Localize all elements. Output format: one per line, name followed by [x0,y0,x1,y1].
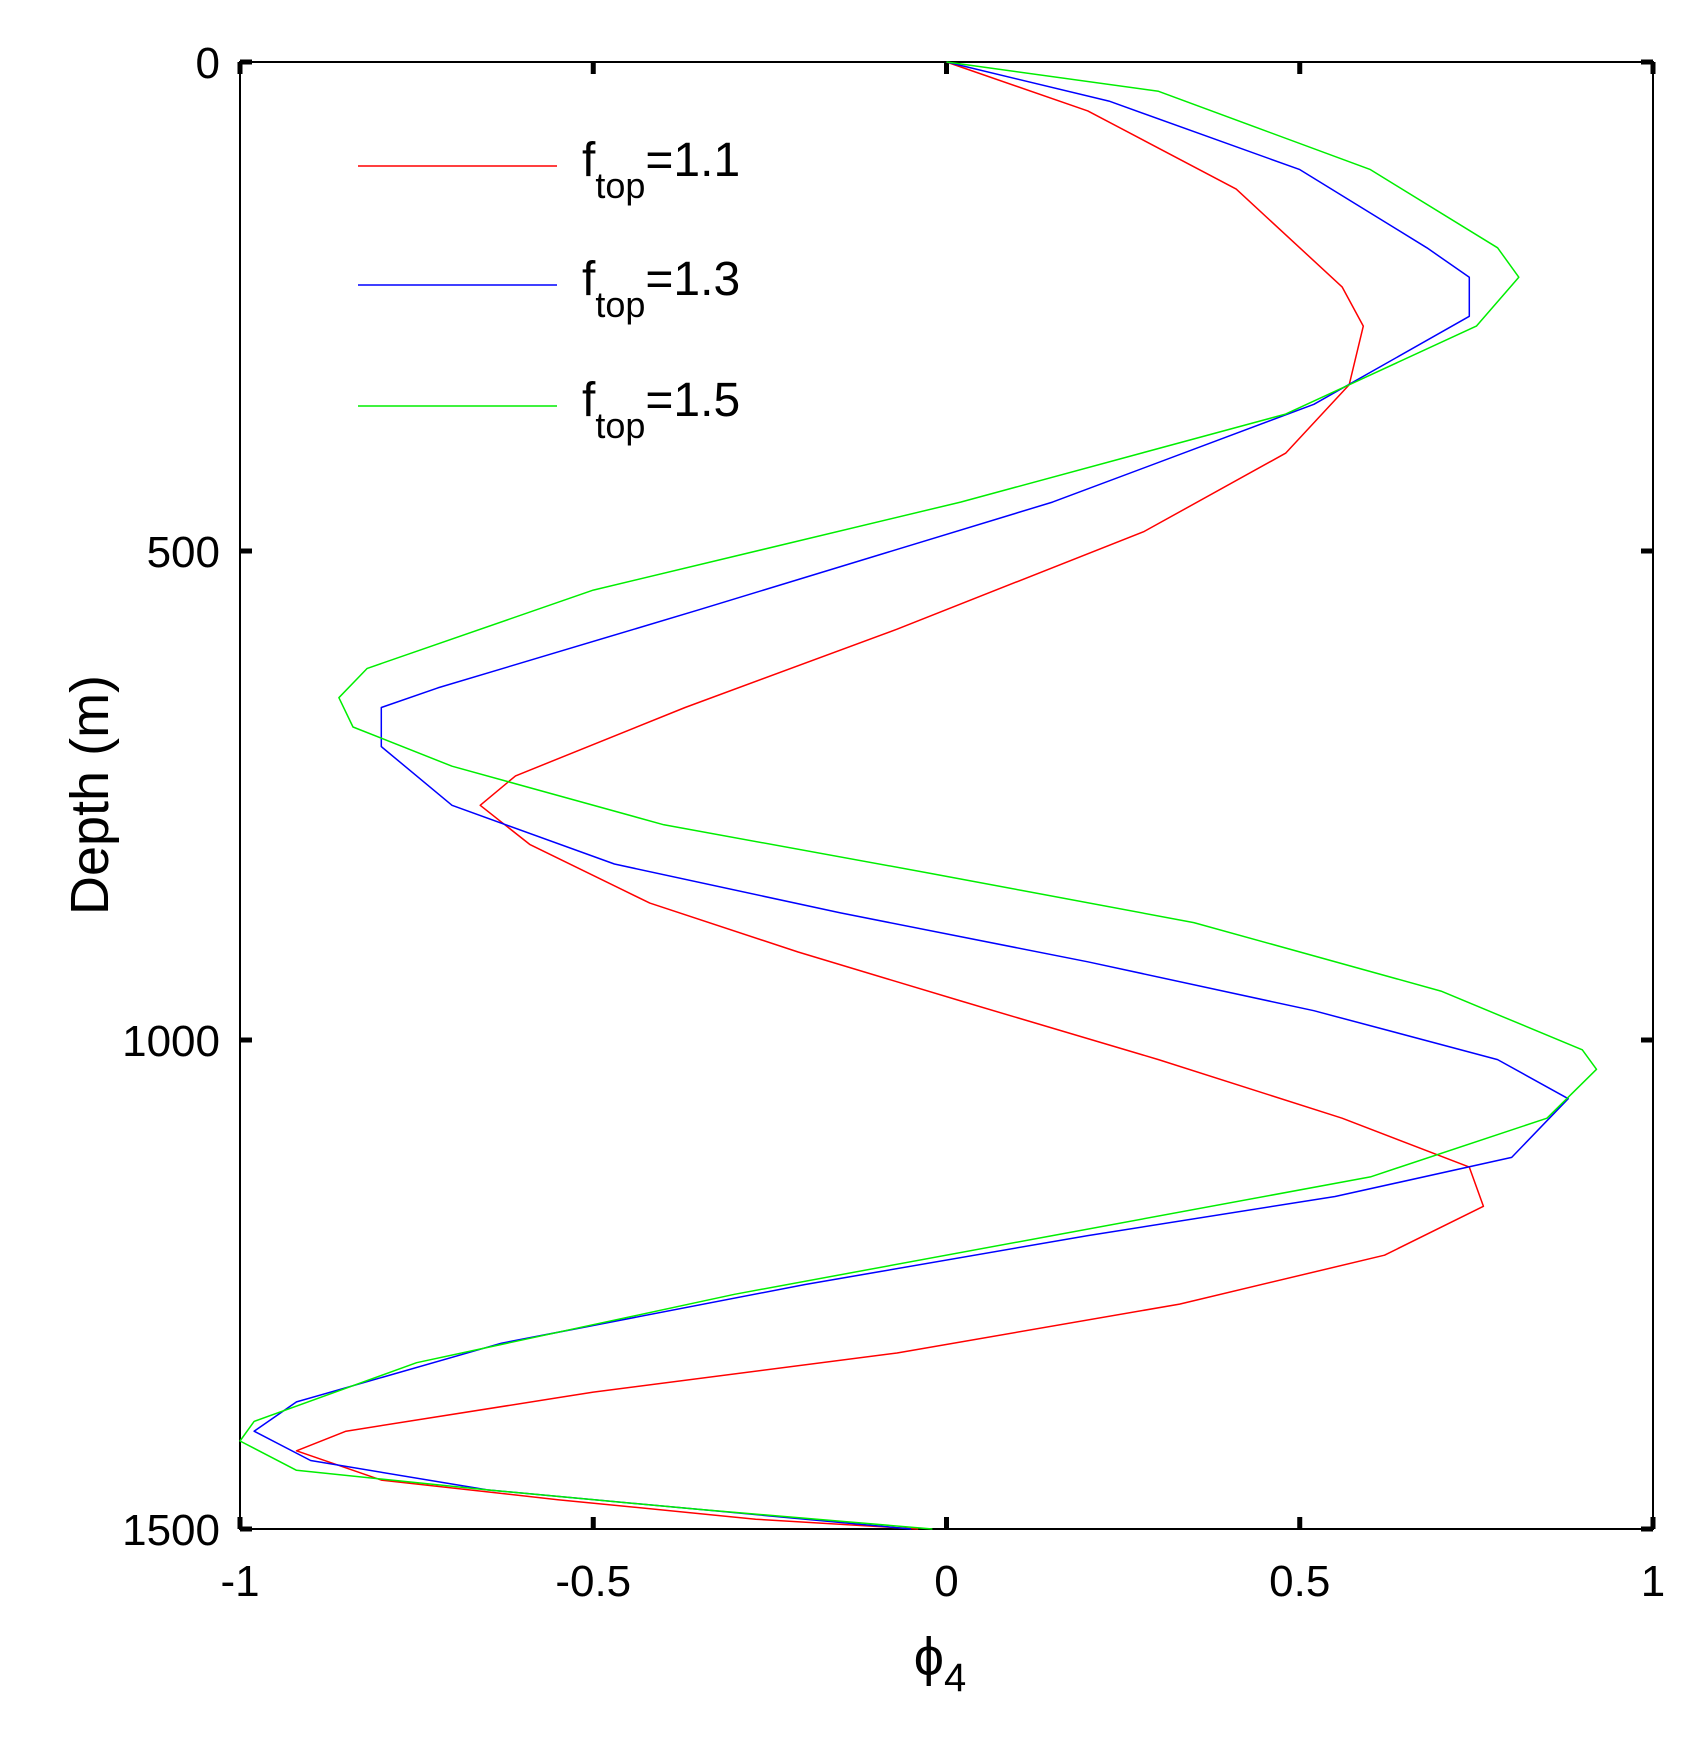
legend-label-1: ftop=1.1 [582,134,740,206]
x-axis-title-subscript: 4 [944,1656,966,1700]
axis-ticks [237,59,1656,1532]
plot-area [239,61,1654,1530]
x-tick-label: 0 [934,1557,958,1606]
y-tick-label: 1000 [122,1017,220,1066]
series-line-2 [253,61,1569,1530]
x-tick-label: 0.5 [1269,1557,1330,1606]
legend-label-3: ftop=1.5 [582,374,740,446]
svg-text:ϕ4: ϕ4 [914,1627,967,1700]
legend: ftop=1.1 ftop=1.3 ftop=1.5 [358,134,740,446]
legend-label-2: ftop=1.3 [582,253,740,325]
y-tick-label: 0 [196,39,220,88]
y-axis-title: Depth (m) [60,675,120,915]
series-line-1 [295,61,1485,1530]
axis-tick-labels: -1 -0.5 0 0.5 1 0 500 1000 1500 [122,39,1665,1606]
y-tick-label: 500 [147,528,220,577]
series-line-3 [239,61,1598,1530]
x-axis-title: ϕ4 [914,1627,967,1700]
x-tick-label: -0.5 [555,1557,631,1606]
x-axis-title-symbol: ϕ [914,1627,944,1687]
y-tick-label: 1500 [122,1506,220,1555]
x-tick-label: 1 [1641,1557,1665,1606]
data-series [239,61,1598,1530]
x-tick-label: -1 [220,1557,259,1606]
